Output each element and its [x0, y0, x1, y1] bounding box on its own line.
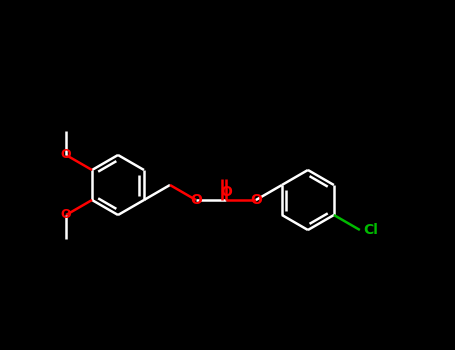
Text: O: O: [61, 148, 71, 161]
Text: O: O: [190, 193, 202, 207]
Text: O: O: [250, 193, 262, 207]
Text: O: O: [220, 185, 232, 199]
Text: Cl: Cl: [363, 223, 378, 237]
Text: O: O: [61, 209, 71, 222]
